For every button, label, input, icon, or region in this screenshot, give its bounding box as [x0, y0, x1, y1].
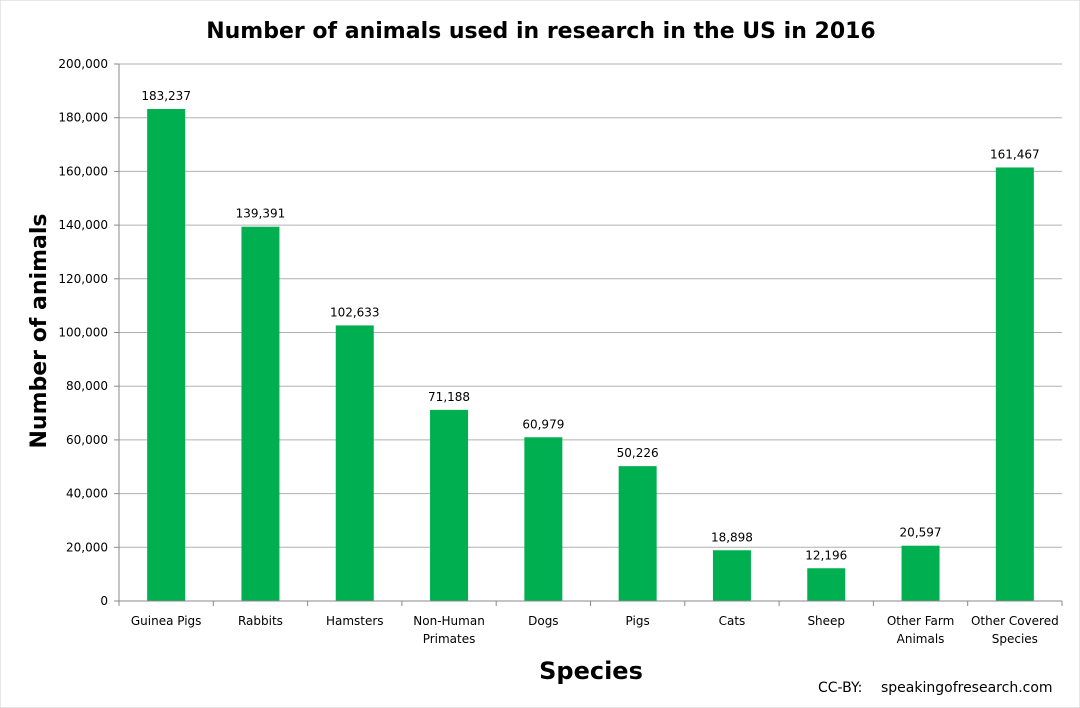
x-tick-label: Dogs [528, 614, 558, 628]
data-label: 20,597 [900, 526, 942, 540]
y-tick-label: 40,000 [66, 487, 108, 501]
bar [147, 109, 186, 601]
x-axis-label: Species [539, 657, 643, 685]
x-tick-label: Guinea Pigs [131, 614, 202, 628]
data-label: 12,196 [805, 548, 847, 562]
y-tick-label: 140,000 [58, 218, 108, 232]
data-label: 60,979 [522, 417, 564, 431]
credit-source: speakingofresearch.com [881, 680, 1053, 696]
y-tick-label: 120,000 [58, 272, 108, 286]
y-axis-label: Number of animals [27, 214, 52, 449]
y-tick-label: 100,000 [58, 326, 108, 340]
y-tick-label: 180,000 [58, 111, 108, 125]
data-label: 18,898 [711, 530, 753, 544]
x-tick-label: Hamsters [326, 614, 384, 628]
data-label: 161,467 [990, 147, 1040, 161]
data-label: 102,633 [330, 305, 380, 319]
bar [335, 325, 374, 601]
y-tick-label: 160,000 [58, 164, 108, 178]
data-label: 139,391 [236, 207, 286, 221]
y-tick-label: 80,000 [66, 379, 108, 393]
bar [807, 568, 846, 601]
x-tick-label: Rabbits [238, 614, 283, 628]
x-tick-label: Other Farm Animals [887, 614, 954, 646]
credit-label: CC-BY: [818, 680, 862, 696]
bar [524, 437, 563, 601]
bar [901, 545, 940, 601]
bar [712, 550, 751, 601]
data-label: 50,226 [617, 446, 659, 460]
x-tick-label: Pigs [626, 614, 650, 628]
bar [618, 466, 657, 601]
axes: 0 20,000 40,000 60,000 80,000 100,000 120,000 1… [58, 57, 1063, 646]
x-tick-label: Sheep [807, 614, 845, 628]
data-label: 183,237 [141, 89, 191, 103]
bar [241, 226, 280, 601]
data-label: 71,188 [428, 390, 470, 404]
y-tick-label: 0 [100, 594, 108, 608]
x-tick-label: Cats [719, 614, 746, 628]
y-tick-label: 20,000 [66, 540, 108, 554]
x-tick-label: Other Covered Species [971, 614, 1059, 646]
bar [430, 409, 469, 601]
y-tick-label: 60,000 [66, 433, 108, 447]
bar [995, 167, 1034, 601]
y-tick-label: 200,000 [58, 57, 108, 71]
x-tick-label: Non-Human Primates [413, 614, 485, 646]
bars: 183,237 139,391 102,633 71,188 60,979 50,226 1… [141, 89, 1040, 601]
chart-title: Number of animals used in research in th… [206, 19, 876, 44]
